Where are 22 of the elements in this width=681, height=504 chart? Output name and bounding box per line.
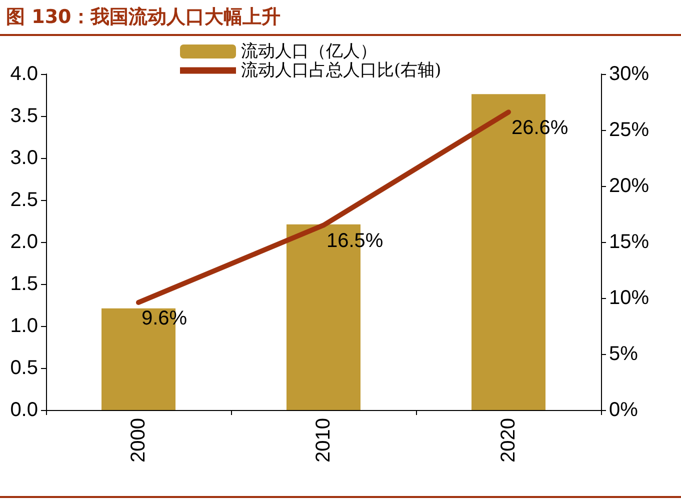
x-tick-label: 2020 (498, 418, 520, 462)
y-tick-label: 1.5 (10, 273, 38, 295)
y2-tick-label: 20% (609, 175, 650, 197)
x-tick-label: 2000 (128, 418, 150, 462)
legend-label: 流动人口（亿人） (241, 42, 377, 62)
y-tick-label: 3.0 (10, 147, 38, 169)
legend-label: 流动人口占总人口比(右轴) (241, 60, 442, 80)
y2-tick-label: 15% (609, 231, 650, 253)
y2-tick-label: 5% (609, 343, 638, 365)
y2-tick-label: 0% (609, 399, 638, 421)
y-tick-label: 0.0 (10, 399, 38, 421)
y-tick-label: 3.5 (10, 105, 38, 127)
y-tick-label: 1.0 (10, 315, 38, 337)
y-tick-label: 4.0 (10, 63, 38, 85)
y2-tick-label: 30% (609, 63, 650, 85)
chart-title: 图 130：我国流动人口大幅上升 (6, 5, 280, 30)
y-tick-label: 2.5 (10, 189, 38, 211)
y2-tick-label: 25% (609, 119, 650, 141)
y2-tick-label: 10% (609, 287, 650, 309)
y-tick-label: 2.0 (10, 231, 38, 253)
x-tick-label: 2010 (312, 418, 334, 462)
y-tick-label: 0.5 (10, 357, 38, 379)
